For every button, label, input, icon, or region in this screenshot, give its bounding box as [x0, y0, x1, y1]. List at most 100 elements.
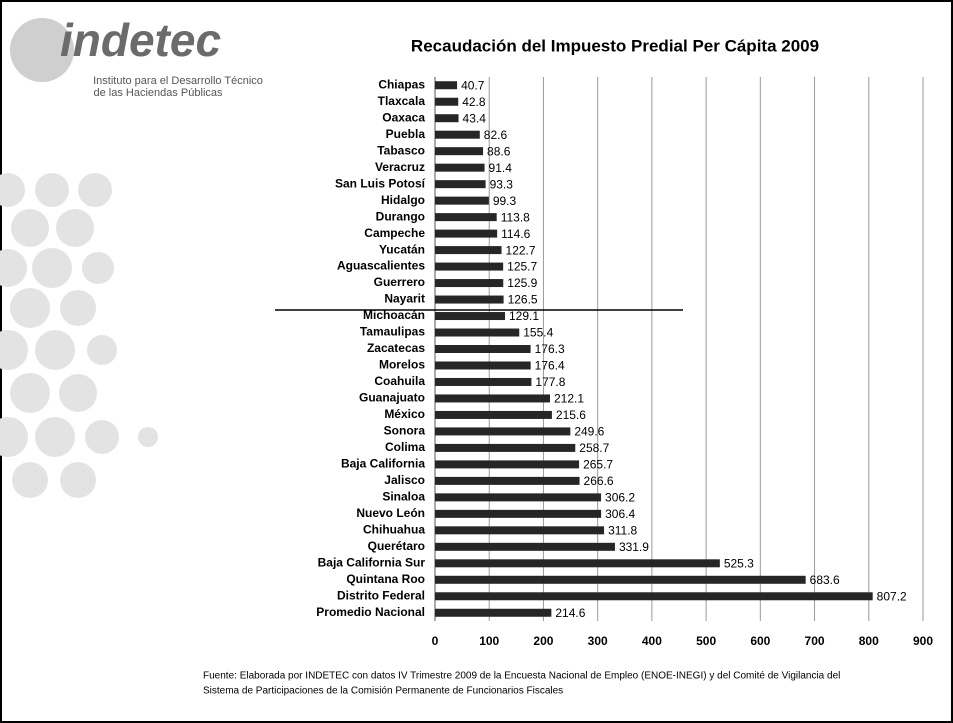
- bar: [435, 559, 720, 568]
- y-tick-label: Zacatecas: [367, 341, 425, 355]
- bar: [435, 279, 504, 288]
- value-label: 807.2: [877, 589, 907, 603]
- bar: [435, 180, 486, 189]
- y-tick-label: Coahuila: [374, 374, 425, 388]
- bar: [435, 542, 615, 551]
- value-label: 525.3: [724, 556, 754, 570]
- bar: [435, 509, 602, 518]
- bar: [435, 493, 602, 502]
- value-label: 125.9: [507, 276, 537, 290]
- bar: [435, 312, 506, 321]
- value-label: 306.2: [605, 491, 635, 505]
- bar: [435, 377, 532, 386]
- x-tick-label: 700: [805, 634, 825, 648]
- y-tick-label: Nayarit: [384, 292, 425, 306]
- value-label: 214.6: [555, 606, 585, 620]
- y-tick-label: Colima: [385, 440, 425, 454]
- bar: [435, 592, 873, 601]
- bar: [435, 81, 458, 90]
- value-label: 125.7: [507, 260, 537, 274]
- bar: [435, 476, 580, 485]
- y-tick-label: Quintana Roo: [346, 572, 425, 586]
- chart-title: Recaudación del Impuesto Predial Per Cáp…: [411, 36, 819, 55]
- value-label: 122.7: [506, 243, 536, 257]
- bar: [435, 246, 502, 255]
- value-label: 114.6: [501, 227, 530, 241]
- bar: [435, 443, 576, 452]
- logo-globe: [10, 18, 74, 82]
- value-label: 155.4: [523, 326, 553, 340]
- y-tick-label: Distrito Federal: [337, 588, 425, 602]
- y-tick-label: Campeche: [364, 226, 425, 240]
- y-tick-label: Puebla: [386, 127, 426, 141]
- value-label: 212.1: [554, 392, 584, 406]
- bar: [435, 361, 531, 370]
- value-label: 43.4: [463, 111, 487, 125]
- bar: [435, 114, 459, 123]
- value-label: 126.5: [508, 293, 538, 307]
- y-tick-label: Durango: [376, 209, 425, 223]
- value-label: 215.6: [556, 408, 586, 422]
- value-label: 113.8: [501, 210, 530, 224]
- value-label: 266.6: [584, 474, 614, 488]
- bar: [435, 328, 520, 337]
- y-tick-label: Nuevo León: [356, 506, 425, 520]
- y-tick-label: Veracruz: [375, 160, 425, 174]
- bar: [435, 213, 497, 222]
- x-tick-label: 200: [533, 634, 553, 648]
- y-tick-label: Tlaxcala: [378, 94, 426, 108]
- value-label: 40.7: [461, 78, 485, 92]
- footnote: Sistema de Participaciones de la Comisió…: [203, 686, 563, 697]
- bar: [435, 295, 504, 304]
- bar: [435, 130, 480, 139]
- bar: [435, 575, 806, 584]
- value-label: 99.3: [493, 194, 517, 208]
- value-label: 88.6: [487, 144, 511, 158]
- bar: [435, 394, 551, 403]
- y-tick-label: Tamaulipas: [360, 325, 425, 339]
- logo-name: indetec: [60, 14, 221, 66]
- bar: [435, 163, 485, 172]
- logo-subtitle: de las Haciendas Públicas: [93, 87, 223, 99]
- bar: [435, 229, 498, 238]
- value-label: 93.3: [490, 177, 514, 191]
- value-label: 176.3: [535, 342, 565, 356]
- x-tick-label: 600: [750, 634, 770, 648]
- bar: [435, 196, 489, 205]
- y-tick-label: San Luis Potosí: [335, 176, 426, 190]
- y-tick-label: Michoacán: [363, 308, 425, 322]
- y-tick-label: Tabasco: [377, 143, 425, 157]
- value-label: 42.8: [462, 95, 486, 109]
- value-label: 249.6: [574, 425, 604, 439]
- value-label: 176.4: [535, 359, 565, 373]
- bar: [435, 526, 605, 535]
- x-tick-label: 100: [479, 634, 499, 648]
- bar: [435, 262, 504, 271]
- y-tick-label: Yucatán: [379, 242, 425, 256]
- value-label: 91.4: [489, 161, 513, 175]
- bar: [435, 97, 459, 106]
- y-tick-label: Jalisco: [384, 473, 425, 487]
- value-label: 177.8: [535, 375, 565, 389]
- value-label: 265.7: [583, 458, 613, 472]
- y-tick-label: Querétaro: [368, 539, 425, 553]
- value-label: 258.7: [579, 441, 609, 455]
- value-label: 311.8: [608, 524, 637, 538]
- y-tick-label: México: [384, 407, 425, 421]
- y-tick-label: Oaxaca: [382, 110, 425, 124]
- value-label: 129.1: [509, 309, 539, 323]
- y-tick-label: Morelos: [379, 358, 425, 372]
- value-label: 306.4: [605, 507, 635, 521]
- bar: [435, 410, 552, 419]
- y-tick-label: Hidalgo: [381, 193, 425, 207]
- bar: [435, 147, 484, 156]
- y-tick-label: Aguascalientes: [337, 259, 425, 273]
- bar: [435, 460, 580, 469]
- y-tick-label: Guanajuato: [359, 391, 425, 405]
- y-tick-label: Sinaloa: [382, 490, 425, 504]
- value-label: 331.9: [619, 540, 649, 554]
- y-tick-label: Promedio Nacional: [316, 605, 425, 619]
- x-tick-label: 300: [588, 634, 608, 648]
- value-label: 683.6: [810, 573, 840, 587]
